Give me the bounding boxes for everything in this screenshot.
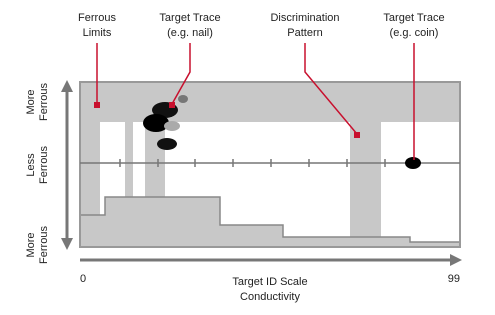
trace-blob: [157, 138, 177, 150]
stripe: [80, 122, 100, 215]
trace-blob: [178, 95, 188, 103]
panel-border: [79, 81, 461, 248]
y-label: More: [25, 232, 37, 257]
callout-label: Limits: [83, 27, 112, 39]
stripe: [145, 122, 165, 197]
x-axis-arrow: [450, 254, 462, 266]
callout-label: Discrimination: [270, 12, 339, 24]
y-label: Ferrous: [38, 146, 50, 184]
y-label: Ferrous: [38, 226, 50, 264]
center-scale: [80, 159, 460, 167]
callout-label: Pattern: [287, 27, 322, 39]
stripe: [350, 122, 381, 237]
y-label: Less: [25, 153, 37, 177]
x-label: 0: [80, 273, 86, 285]
pattern-stripes: [80, 122, 381, 237]
y-label: Ferrous: [38, 83, 50, 121]
x-axis: 0 99 Target ID Scale Conductivity: [80, 254, 462, 303]
callout-markers: [94, 102, 360, 138]
trace-blob: [164, 121, 180, 131]
scale-ticks: [119, 159, 386, 167]
callout-label: Target Trace: [159, 12, 220, 24]
y-axis: More Ferrous Less Ferrous More Ferrous: [25, 80, 73, 264]
trace-blob: [143, 114, 169, 132]
callout-labels: Ferrous Limits Target Trace (e.g. nail) …: [78, 12, 445, 39]
x-title: Target ID Scale: [232, 276, 307, 288]
marker: [354, 132, 360, 138]
callout-lines: [96, 43, 415, 160]
x-label: 99: [448, 273, 460, 285]
callout-line: [304, 43, 358, 135]
callout-line: [171, 43, 191, 105]
callout-label: Target Trace: [383, 12, 444, 24]
marker: [94, 102, 100, 108]
coin-trace: [405, 157, 421, 169]
x-title: Conductivity: [240, 291, 300, 303]
callout-label: (e.g. coin): [390, 27, 439, 39]
callout-label: (e.g. nail): [167, 27, 213, 39]
y-label: More: [25, 89, 37, 114]
marker: [169, 102, 175, 108]
stripe: [125, 122, 133, 197]
ferrous-band: [80, 82, 460, 122]
callout-label: Ferrous: [78, 12, 116, 24]
